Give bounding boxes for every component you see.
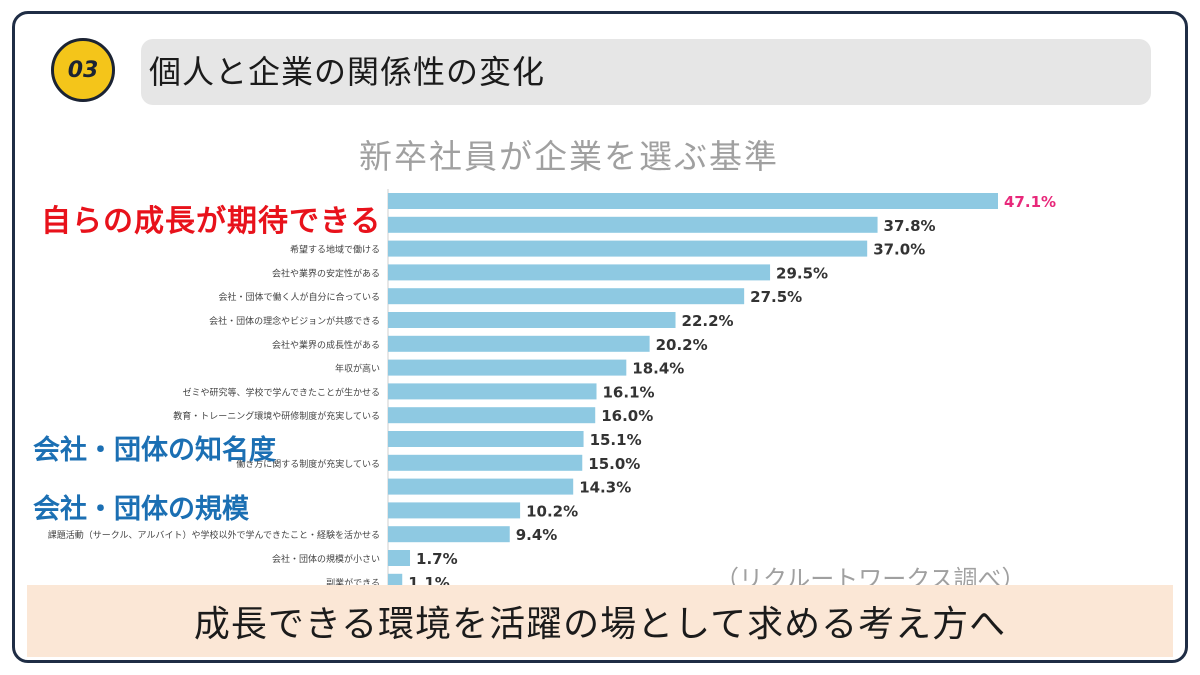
- bar-2: [388, 240, 868, 257]
- section-number-badge: 03: [51, 38, 115, 102]
- category-label-9: 教育・トレーニング環境や研修制度が充実している: [173, 410, 380, 422]
- category-label-6: 会社や業界の成長性がある: [272, 339, 380, 351]
- bar-1: [388, 216, 878, 233]
- footer-message: 成長できる環境を活躍の場として求める考え方へ: [27, 585, 1173, 657]
- bar-value-label-8: 16.1%: [603, 383, 655, 401]
- category-label-2: 希望する地域で働ける: [290, 244, 380, 256]
- callout-growth: 自らの成長が期待できる: [41, 204, 382, 239]
- bar-5: [388, 312, 676, 328]
- bar-4: [388, 288, 745, 305]
- bar-value-label-4: 27.5%: [750, 288, 802, 306]
- bar-value-label-0: 47.1%: [1004, 193, 1056, 211]
- category-label-4: 会社・団体で働く人が自分に合っている: [218, 291, 380, 303]
- bar-value-label-9: 16.0%: [601, 407, 653, 425]
- header-bar: [141, 39, 1151, 105]
- callout-scale: 会社・団体の規模: [33, 494, 249, 525]
- bar-13: [388, 502, 521, 519]
- bar-value-label-13: 10.2%: [526, 502, 578, 520]
- category-label-8: ゼミや研究等、学校で学んできたことが生かせる: [182, 386, 380, 398]
- bar-value-label-12: 14.3%: [579, 479, 631, 497]
- bar-3: [388, 264, 771, 281]
- category-label-15: 会社・団体の規模が小さい: [272, 553, 380, 565]
- bar-value-label-11: 15.0%: [588, 455, 640, 473]
- bar-15: [388, 550, 411, 566]
- category-label-14: 課題活動（サークル、アルバイト）や学校以外で学んできたこと・経験を活かせる: [48, 529, 380, 541]
- bar-6: [388, 335, 650, 352]
- bar-0: [388, 193, 998, 209]
- bar-value-label-10: 15.1%: [590, 431, 642, 449]
- bar-value-label-7: 18.4%: [632, 360, 684, 378]
- bar-chart: 47.1% 37.8% 37.0% 希望する地域で働ける 29.5% 会社や業界の安定性が…: [48, 189, 1056, 592]
- bar-value-label-3: 29.5%: [776, 264, 828, 282]
- bar-7: [388, 359, 627, 376]
- category-label-5: 会社・団体の理念やビジョンが共感できる: [209, 315, 380, 327]
- bar-value-label-15: 1.7%: [416, 550, 458, 568]
- chart-title: 新卒社員が企業を選ぶ基準: [359, 137, 779, 176]
- callout-recognition: 会社・団体の知名度: [33, 435, 276, 466]
- bar-9: [388, 407, 596, 424]
- bar-8: [388, 383, 597, 400]
- category-label-3: 会社や業界の安定性がある: [272, 267, 380, 279]
- category-label-7: 年収が高い: [335, 363, 380, 375]
- bar-value-label-1: 37.8%: [884, 217, 936, 235]
- bar-12: [388, 478, 574, 495]
- bar-11: [388, 454, 583, 471]
- category-label-11: 働き方に関する制度が充実している: [236, 458, 380, 470]
- slide-frame: 03 個人と企業の関係性の変化 新卒社員が企業を選ぶ基準 47.1% 37.8% 3…: [12, 11, 1188, 663]
- bar-value-label-5: 22.2%: [682, 312, 734, 330]
- slide-title: 個人と企業の関係性の変化: [149, 53, 546, 91]
- bar-10: [388, 431, 584, 447]
- bar-value-label-2: 37.0%: [873, 241, 925, 259]
- bar-value-label-6: 20.2%: [656, 336, 708, 354]
- bar-14: [388, 526, 510, 543]
- bar-value-label-14: 9.4%: [516, 526, 558, 544]
